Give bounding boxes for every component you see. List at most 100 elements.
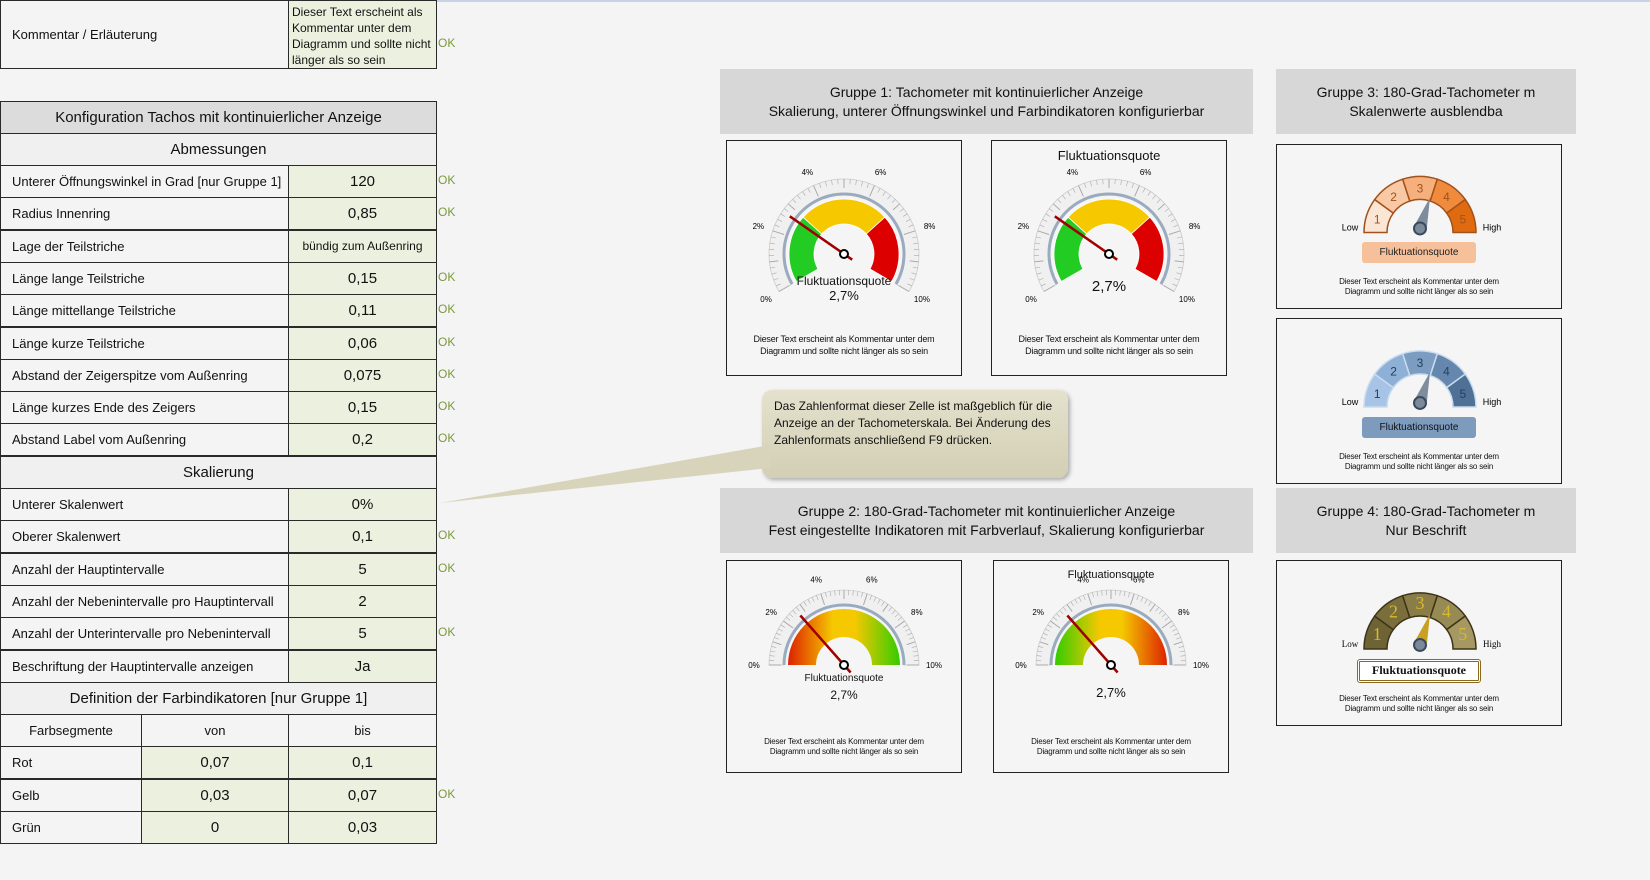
tick-mark [907, 283, 912, 287]
tick-mark [1036, 272, 1042, 275]
tick-mark [906, 641, 916, 646]
gauge-card-g3a[interactable]: 1 2 3 4 5 Low High Fluktuationsquote Dieser Text… [1276, 144, 1562, 309]
tick-mark [907, 632, 912, 636]
tick-label: 6% [1133, 575, 1145, 584]
gauge-card-g1b[interactable]: 0% 2% 4% 6% 8% 10% Fluktuationsquote 2,7% Dieser… [991, 140, 1227, 376]
tick-mark [1164, 616, 1169, 621]
gauge-comment: Dieser Text erscheint als Kommentar unte… [1031, 737, 1191, 746]
tick-mark [789, 613, 794, 618]
tick-mark [1038, 278, 1044, 281]
row-value[interactable]: 0,11 [288, 294, 437, 328]
tick-mark [825, 181, 827, 187]
tick-mark [894, 613, 899, 618]
tick-label: 2% [1032, 608, 1044, 617]
low-label: Low [1342, 639, 1359, 649]
row-value[interactable]: 0,85 [288, 197, 437, 231]
section-colors: Definition der Farbindikatoren [nur Grup… [0, 681, 437, 715]
tick-mark [834, 590, 836, 596]
status-ok: OK [438, 560, 456, 575]
tick-label: 0% [1025, 295, 1037, 304]
needle-hub [1104, 249, 1114, 259]
group-header-g4: Gruppe 4: 180-Grad-Tachometer m Nur Besch… [1276, 488, 1576, 553]
tick-mark [891, 610, 896, 615]
tick-mark [1164, 208, 1169, 212]
color-to[interactable]: 0,07 [288, 778, 437, 812]
tick-mark [1039, 224, 1045, 228]
tick-mark [1149, 604, 1156, 612]
tick-mark [1147, 191, 1151, 196]
row-label-text: Länge lange Teilstriche [12, 270, 145, 286]
row-value[interactable]: 5 [288, 552, 437, 586]
tick-label: 2% [1018, 222, 1030, 231]
row-label-text: Unterer Öffnungswinkel in Grad [nur Grup… [12, 174, 282, 189]
row-value-text: 0,15 [347, 399, 378, 417]
tick-mark [1101, 590, 1103, 596]
tick-mark [1174, 278, 1180, 281]
tick-mark [912, 266, 918, 269]
row-value-text: 0,11 [348, 302, 377, 320]
tick-mark [772, 641, 782, 646]
tick-mark [797, 195, 801, 200]
color-to-text: 0,03 [347, 819, 378, 836]
gauge-comment: Diagramm und sollte nicht länger als so … [1344, 287, 1494, 297]
tick-mark [1157, 203, 1166, 211]
gauge-card-g2b[interactable]: 0% 2% 4% 6% 8% 10% Fluktuationsquote 2,7% Dieser… [993, 560, 1229, 773]
row-label-text: Anzahl der Hauptintervalle [12, 561, 165, 577]
group-header-g1: Gruppe 1: Tachometer mit kontinuierliche… [720, 69, 1253, 134]
tick-label: 10% [914, 295, 930, 304]
tick-mark [772, 230, 785, 236]
tick-label: 6% [1140, 168, 1152, 177]
tick-mark [1126, 181, 1128, 187]
tick-mark [913, 655, 919, 657]
color-from[interactable]: 0 [141, 811, 289, 844]
row-value-text: 0,1 [352, 528, 373, 546]
gauge-comment: Dieser Text erscheint als Kommentar unte… [1018, 334, 1200, 344]
tick-mark [780, 624, 786, 628]
row-value-text: bündig zum Außenring [302, 239, 423, 254]
row-label-text: Länge kurzes Ende des Zeigers [12, 400, 196, 416]
gauge-card-g4[interactable]: 1 2 3 4 5 Low High Fluktuationsquote Dieser Text… [1276, 560, 1562, 726]
row-label-text: Oberer Skalenwert [12, 529, 121, 545]
tick-mark [913, 242, 919, 245]
row-value[interactable]: 0,075 [288, 358, 437, 392]
color-from[interactable]: 0,03 [141, 778, 289, 812]
tick-mark [776, 632, 781, 636]
color-to[interactable]: 0,03 [288, 811, 437, 844]
tick-label: 6% [866, 575, 878, 584]
color-header-text: von [204, 723, 226, 739]
tick-mark [1174, 632, 1179, 636]
tick-mark [1036, 655, 1042, 657]
tick-mark [1047, 624, 1053, 628]
tick-mark [1053, 616, 1058, 621]
tick-mark [1148, 601, 1152, 607]
tick-label: 10% [926, 661, 942, 670]
tick-mark [1180, 655, 1186, 657]
color-label-text: Rot [12, 755, 33, 771]
tick-mark [1174, 260, 1184, 263]
tick-label: 4% [802, 168, 814, 177]
row-value[interactable]: 0,06 [288, 326, 437, 360]
tick-mark [852, 590, 854, 596]
tick-mark [774, 637, 780, 640]
tick-mark [1052, 203, 1061, 211]
gauge-card-g1a[interactable]: 0% 2% 4% 6% 8% 10% Fluktuationsquote 2,7% Dieser… [726, 140, 962, 376]
group-subtitle: Nur Beschrift [1385, 522, 1467, 538]
tick-mark [1123, 591, 1126, 597]
comment-value-cell[interactable]: Dieser Text erscheint als Kommentar unte… [288, 0, 437, 69]
tick-mark [811, 597, 815, 602]
row-value[interactable]: 0,15 [288, 261, 437, 295]
color-to[interactable]: 0,1 [288, 746, 437, 780]
gauge-card-g3b[interactable]: 1 2 3 4 5 Low High Fluktuationsquote Dieser Text… [1276, 318, 1562, 484]
tick-mark [911, 272, 917, 275]
row-label-text: Länge kurze Teilstriche [12, 335, 145, 351]
tick-mark [1128, 592, 1130, 598]
tick-label: 8% [1189, 222, 1201, 231]
gauge-card-g2a[interactable]: 0% 2% 4% 6% 8% 10% Fluktuationsquote 2,7% Dieser… [726, 560, 962, 773]
color-to-text: 0,1 [352, 754, 373, 772]
tick-mark [1134, 185, 1140, 197]
row-value[interactable]: Ja [288, 649, 437, 683]
status-ok: OK [438, 205, 456, 220]
status-ok: OK [438, 399, 456, 414]
tick-mark [1177, 266, 1183, 269]
tick-mark [862, 593, 868, 606]
